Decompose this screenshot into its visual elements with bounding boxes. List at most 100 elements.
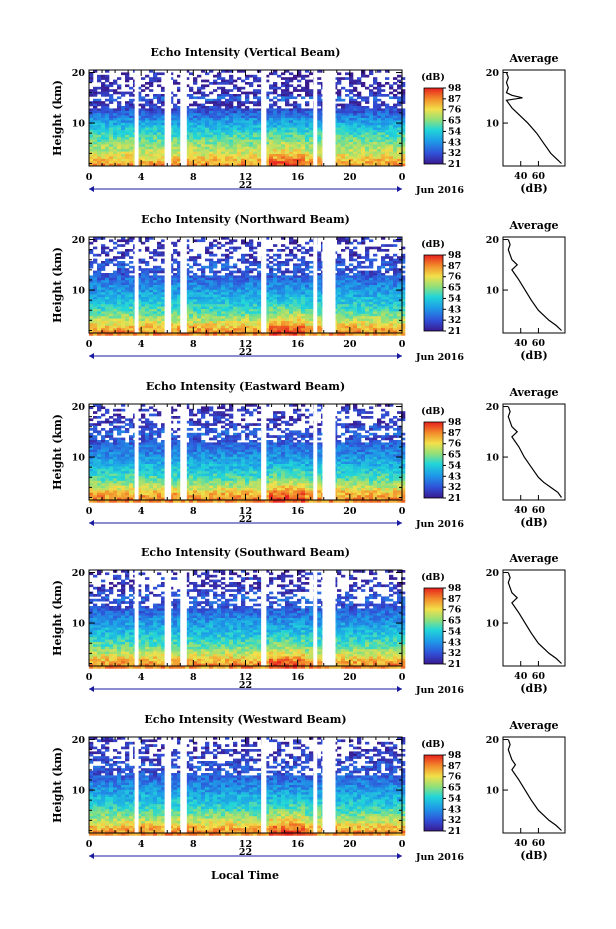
heatmap-cell: [121, 270, 126, 274]
heatmap-cell: [101, 301, 106, 305]
heatmap-cell: [273, 297, 278, 300]
heatmap-cell: [237, 122, 242, 126]
heatmap-cell: [345, 328, 350, 331]
heatmap-cell: [217, 118, 222, 121]
heatmap-cell: [361, 294, 366, 298]
heatmap-cell: [345, 318, 350, 322]
heatmap-cell: [357, 163, 362, 167]
heatmap-cell: [129, 161, 134, 164]
heatmap-cell: [305, 311, 310, 315]
heatmap-cell: [97, 280, 102, 283]
heatmap-cell: [157, 275, 162, 279]
heatmap-cell: [201, 270, 206, 274]
heatmap-cell: [245, 261, 250, 264]
heatmap-cell: [229, 280, 234, 283]
heatmap-cell: [297, 72, 302, 76]
heatmap-cell: [369, 239, 374, 243]
heatmap-cell: [361, 304, 366, 307]
heatmap-cell: [245, 77, 250, 80]
heatmap-cell: [257, 142, 262, 145]
heatmap-cell: [253, 94, 258, 97]
heatmap-cell: [109, 163, 114, 167]
heatmap-cell: [365, 301, 370, 305]
heatmap-cell: [213, 282, 218, 286]
heatmap-cell: [229, 96, 234, 100]
heatmap-cell: [157, 158, 162, 162]
heatmap-cell: [125, 91, 130, 95]
heatmap-cell: [105, 151, 110, 155]
heatmap-cell: [385, 122, 390, 126]
heatmap-cell: [209, 161, 214, 164]
heatmap-cell: [209, 309, 214, 312]
heatmap-cell: [105, 316, 110, 319]
heatmap-cell: [189, 309, 194, 312]
heatmap-cell: [289, 251, 294, 255]
heatmap-cell: [389, 130, 394, 133]
heatmap-cell: [193, 144, 198, 148]
heatmap-cell: [161, 301, 166, 305]
heatmap-cell: [265, 237, 270, 240]
heatmap-cell: [221, 306, 226, 310]
heatmap-cell: [253, 146, 258, 150]
heatmap-cell: [357, 275, 362, 279]
heatmap-cell: [373, 118, 378, 121]
heatmap-cell: [301, 309, 306, 312]
heatmap-cell: [241, 154, 246, 157]
heatmap-cell: [245, 304, 250, 307]
heatmap-cell: [249, 146, 254, 150]
heatmap-cell: [277, 74, 282, 78]
heatmap-cell: [117, 277, 122, 281]
heatmap-cell: [361, 158, 366, 162]
heatmap-cell: [89, 282, 94, 286]
heatmap-cell: [125, 120, 130, 124]
heatmap-cell: [205, 282, 210, 286]
heatmap-cell: [121, 261, 126, 264]
heatmap-cell: [93, 270, 98, 274]
heatmap-cell: [201, 154, 206, 157]
heatmap-cell: [293, 292, 298, 295]
heatmap-cell: [265, 275, 270, 279]
heatmap-cell: [153, 161, 158, 164]
heatmap-cell: [153, 74, 158, 78]
heatmap-cell: [353, 330, 358, 334]
heatmap-cell: [89, 132, 94, 136]
heatmap-cell: [101, 294, 106, 298]
heatmap-cell: [305, 268, 310, 271]
heatmap-cell: [289, 285, 294, 288]
heatmap-cell: [241, 256, 246, 259]
heatmap-cell: [317, 139, 322, 143]
heatmap-cell: [161, 268, 166, 271]
heatmap-cell: [253, 275, 258, 279]
heatmap-cell: [281, 122, 286, 126]
heatmap-cell: [157, 72, 162, 76]
heatmap-cell: [125, 154, 130, 157]
heatmap-cell: [337, 282, 342, 286]
heatmap-cell: [349, 144, 354, 148]
heatmap-cell: [157, 323, 162, 327]
heatmap-cell: [93, 94, 98, 97]
heatmap-cell: [229, 137, 234, 140]
heatmap-cell: [269, 72, 274, 76]
heatmap-cell: [213, 311, 218, 315]
heatmap-cell: [289, 321, 294, 324]
heatmap-cell: [269, 311, 274, 315]
heatmap-cell: [197, 311, 202, 315]
heatmap-cell: [125, 294, 130, 298]
heatmap-cell: [365, 144, 370, 148]
heatmap-cell: [273, 316, 278, 319]
heatmap-cell: [177, 144, 182, 148]
heatmap-cell: [385, 156, 390, 160]
heatmap-cell: [253, 137, 258, 140]
heatmap-cell: [117, 151, 122, 155]
heatmap-cell: [301, 127, 306, 131]
heatmap-cell: [193, 103, 198, 107]
heatmap-cell: [285, 292, 290, 295]
heatmap-cell: [205, 146, 210, 150]
heatmap-cell: [177, 125, 182, 128]
heatmap-cell: [221, 294, 226, 298]
heatmap-cell: [113, 325, 118, 329]
heatmap-cell: [189, 265, 194, 269]
heatmap-cell: [209, 258, 214, 262]
heatmap-cell: [373, 156, 378, 160]
heatmap-cell: [145, 249, 150, 252]
